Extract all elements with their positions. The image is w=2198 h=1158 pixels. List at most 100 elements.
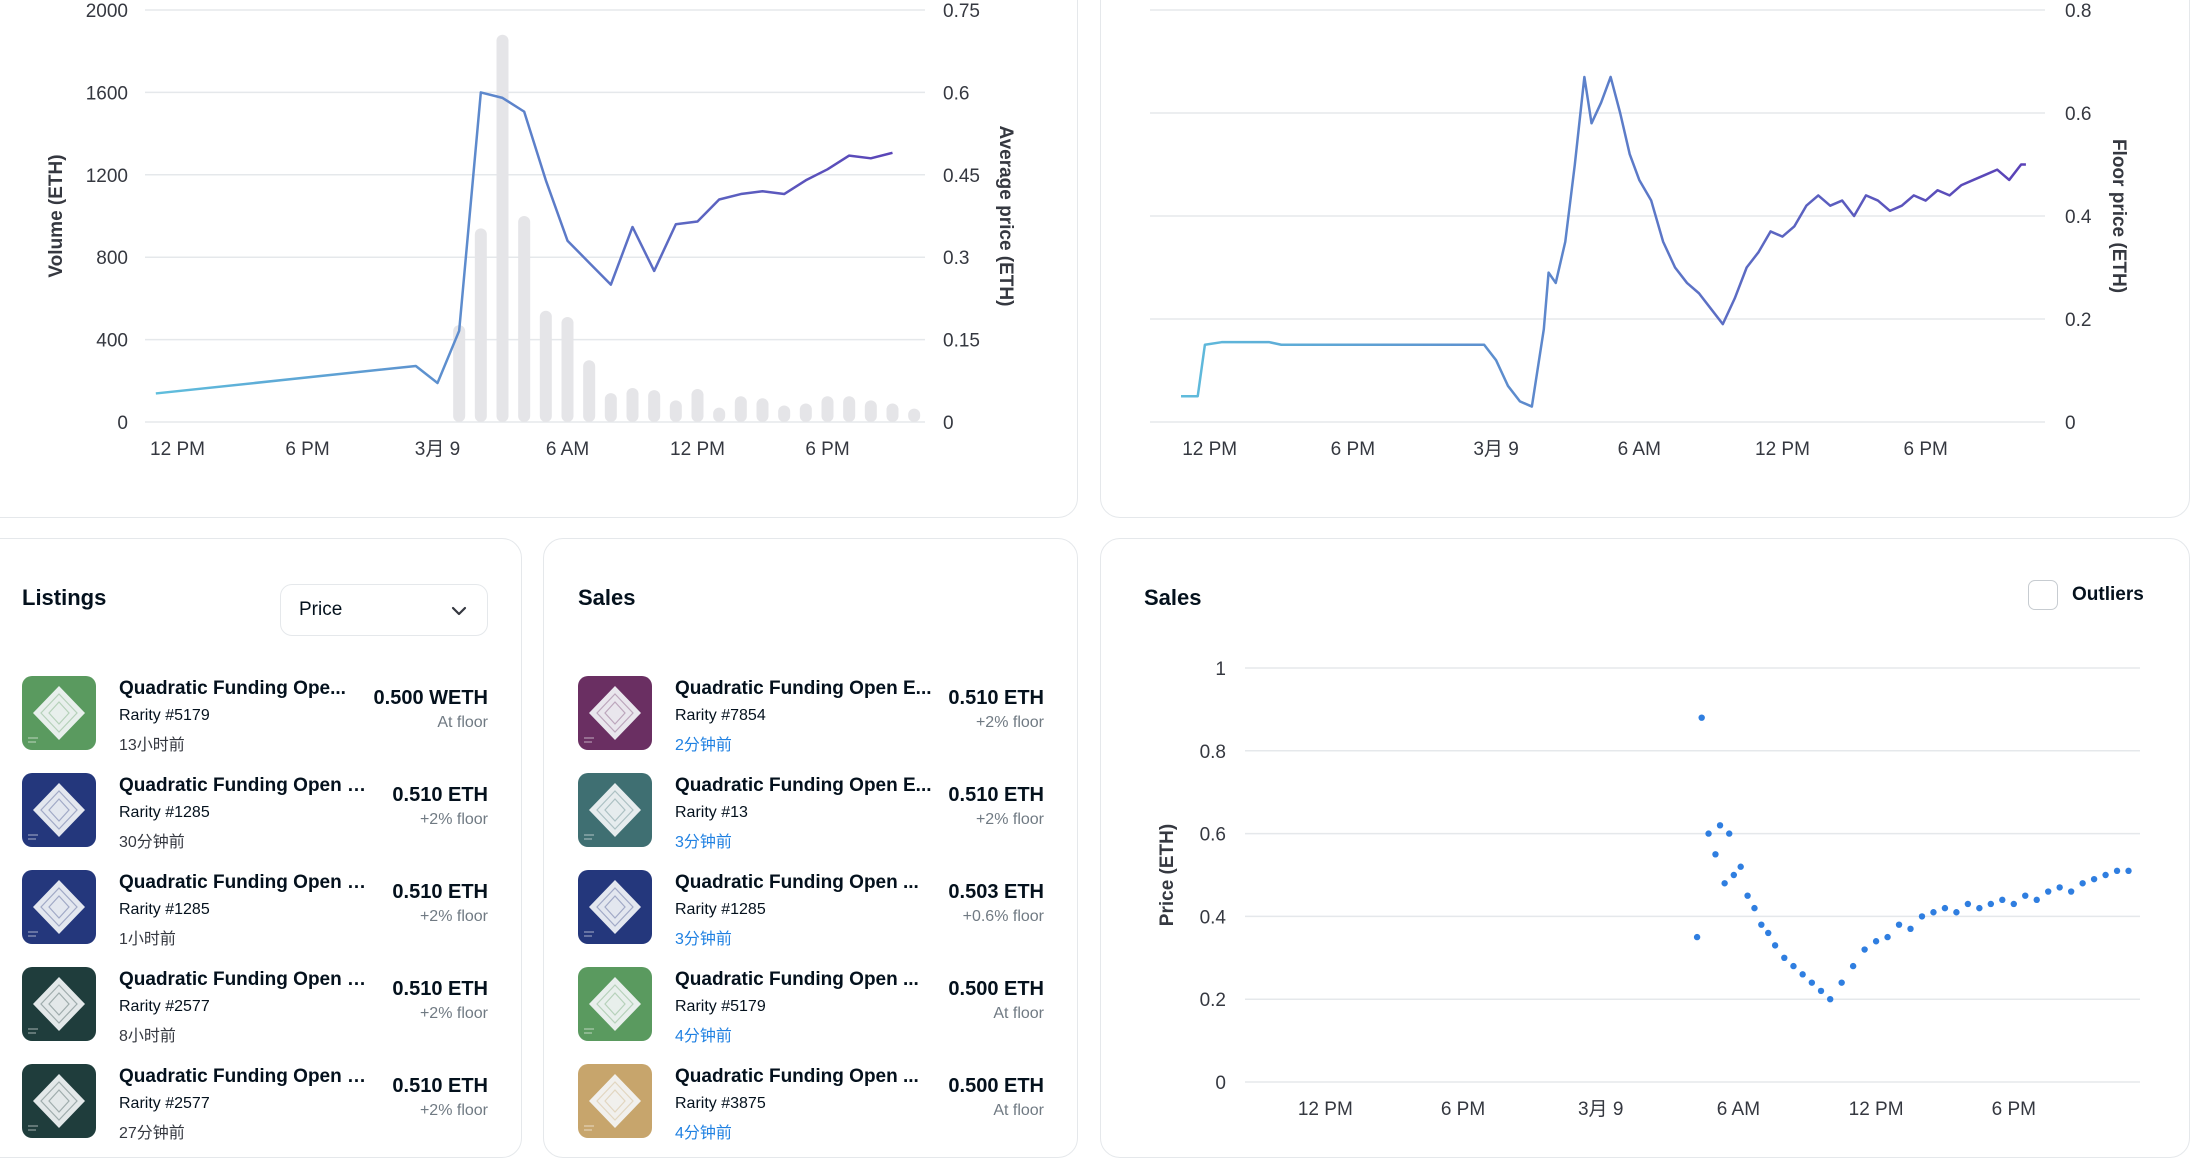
item-floor-diff: At floor bbox=[993, 1102, 1044, 1119]
nft-thumbnail-art bbox=[22, 773, 96, 847]
nft-thumbnail[interactable] bbox=[22, 1064, 96, 1138]
sale-item[interactable]: Quadratic Funding Open E... Rarity #13 3分钟… bbox=[578, 765, 1044, 851]
sale-point bbox=[1987, 900, 1995, 908]
volume-bar bbox=[474, 228, 487, 422]
item-time: 4分钟前 bbox=[675, 1028, 732, 1045]
nft-thumbnail[interactable] bbox=[22, 967, 96, 1041]
item-rarity: Rarity #1285 bbox=[119, 901, 210, 918]
sales-card bbox=[543, 538, 1078, 1158]
sale-point bbox=[1826, 996, 1834, 1003]
x-tick-label: 3月 9 bbox=[1473, 439, 1518, 460]
item-time: 27分钟前 bbox=[119, 1125, 185, 1142]
item-floor-diff: At floor bbox=[437, 714, 488, 731]
x-tick-label: 3月 9 bbox=[1578, 1099, 1623, 1120]
item-name[interactable]: Quadratic Funding Open ... bbox=[675, 969, 919, 990]
floor-price-chart[interactable]: 0.8 0.6 0.4 0.2 0 12 PM 6 PM 3月 9 6 AM 12 PM 6 PM F… bbox=[1100, 0, 2198, 520]
item-price: 0.510 ETH bbox=[392, 881, 488, 903]
item-name[interactable]: Quadratic Funding Open ... bbox=[675, 872, 919, 893]
sale-point bbox=[1976, 904, 1983, 912]
x-tick-label: 12 PM bbox=[1182, 439, 1237, 460]
listing-item[interactable]: Quadratic Funding Open E... Rarity #2577 2… bbox=[22, 1056, 488, 1142]
y2-axis-label: Average price (ETH) bbox=[995, 126, 1016, 307]
item-rarity: Rarity #5179 bbox=[119, 707, 210, 724]
nft-thumbnail[interactable] bbox=[22, 773, 96, 847]
item-rarity: Rarity #1285 bbox=[119, 804, 210, 821]
y-tick-label: 800 bbox=[96, 248, 128, 269]
listing-item[interactable]: Quadratic Funding Ope... Rarity #5179 13小时… bbox=[22, 668, 488, 754]
item-name[interactable]: Quadratic Funding Open E... bbox=[119, 1066, 374, 1087]
sale-point bbox=[2022, 892, 2029, 899]
item-name[interactable]: Quadratic Funding Open E... bbox=[119, 872, 374, 893]
listing-item[interactable]: Quadratic Funding Open E... Rarity #1285 3… bbox=[22, 765, 488, 851]
sale-point bbox=[1751, 904, 1758, 912]
listing-item[interactable]: Quadratic Funding Open E... Rarity #2577 8… bbox=[22, 959, 488, 1045]
y2-tick-label: 0 bbox=[943, 413, 954, 434]
sale-point bbox=[1930, 909, 1937, 916]
sale-point bbox=[1918, 913, 1926, 920]
sort-select[interactable]: Price bbox=[280, 584, 488, 636]
volume-bar bbox=[453, 325, 466, 422]
item-rarity: Rarity #5179 bbox=[675, 998, 766, 1015]
item-price: 0.510 ETH bbox=[392, 1075, 488, 1097]
outliers-toggle[interactable]: Outliers bbox=[2028, 580, 2144, 610]
item-name[interactable]: Quadratic Funding Ope... bbox=[119, 678, 346, 699]
item-rarity: Rarity #7854 bbox=[675, 707, 766, 724]
nft-thumbnail[interactable] bbox=[578, 773, 652, 847]
y2-tick-label: 0.75 bbox=[943, 1, 980, 22]
item-rarity: Rarity #2577 bbox=[119, 1095, 210, 1112]
floor-price-line bbox=[1181, 75, 2026, 408]
item-time: 2分钟前 bbox=[675, 737, 732, 754]
item-rarity: Rarity #2577 bbox=[119, 998, 210, 1015]
sale-point bbox=[1861, 946, 1868, 953]
volume-bar bbox=[604, 393, 617, 422]
nft-thumbnail[interactable] bbox=[578, 1064, 652, 1138]
volume-chart-card bbox=[0, 0, 1078, 518]
y2-tick-label: 0.2 bbox=[2065, 310, 2091, 331]
y-tick-label: 0 bbox=[117, 413, 128, 434]
nft-thumbnail[interactable] bbox=[578, 676, 652, 750]
item-price: 0.500 ETH bbox=[948, 1075, 1044, 1097]
nft-thumbnail[interactable] bbox=[578, 870, 652, 944]
y-tick-label: 1600 bbox=[86, 83, 128, 104]
x-tick-label: 6 PM bbox=[1331, 439, 1375, 460]
sale-point bbox=[2090, 875, 2098, 883]
item-name[interactable]: Quadratic Funding Open ... bbox=[675, 1066, 919, 1087]
sale-point bbox=[1808, 979, 1816, 986]
sale-item[interactable]: Quadratic Funding Open E... Rarity #7854 2… bbox=[578, 668, 1044, 754]
nft-thumbnail[interactable] bbox=[22, 870, 96, 944]
y2-tick-label: 0.6 bbox=[943, 83, 969, 104]
sale-item[interactable]: Quadratic Funding Open ... Rarity #3875 4分… bbox=[578, 1056, 1044, 1142]
outliers-checkbox[interactable] bbox=[2028, 580, 2058, 610]
volume-price-chart[interactable]: 2000 1600 1200 800 400 0 0.75 0.6 0.45 0.3 0.15 0 12… bbox=[0, 0, 1080, 520]
item-floor-diff: At floor bbox=[993, 1005, 1044, 1022]
item-time: 30分钟前 bbox=[119, 834, 185, 851]
nft-thumbnail-art bbox=[578, 676, 652, 750]
item-price: 0.500 WETH bbox=[373, 687, 488, 709]
x-tick-label: 6 PM bbox=[1441, 1099, 1485, 1120]
item-name[interactable]: Quadratic Funding Open E... bbox=[119, 969, 374, 990]
x-tick-label: 12 PM bbox=[670, 439, 725, 460]
sale-item[interactable]: Quadratic Funding Open ... Rarity #5179 4分… bbox=[578, 959, 1044, 1045]
nft-thumbnail[interactable] bbox=[22, 676, 96, 750]
chevron-down-icon bbox=[451, 606, 467, 616]
item-price: 0.510 ETH bbox=[948, 687, 1044, 709]
sale-point bbox=[2102, 871, 2109, 879]
sales-scatter-chart[interactable]: 1 0.8 0.6 0.4 0.2 0 12 PM 6 PM 3月 9 6 AM 12 PM 6 PM… bbox=[1100, 530, 2198, 1130]
nft-thumbnail-art bbox=[22, 676, 96, 750]
item-floor-diff: +0.6% floor bbox=[962, 908, 1044, 925]
item-price: 0.510 ETH bbox=[948, 784, 1044, 806]
volume-bar bbox=[821, 396, 834, 422]
sale-item[interactable]: Quadratic Funding Open ... Rarity #1285 3分… bbox=[578, 862, 1044, 948]
item-name[interactable]: Quadratic Funding Open E... bbox=[119, 775, 374, 796]
sale-point bbox=[1726, 830, 1733, 837]
sale-point bbox=[1872, 938, 1880, 945]
item-name[interactable]: Quadratic Funding Open E... bbox=[675, 678, 932, 699]
listing-item[interactable]: Quadratic Funding Open E... Rarity #1285 1… bbox=[22, 862, 488, 948]
item-name[interactable]: Quadratic Funding Open E... bbox=[675, 775, 932, 796]
item-rarity: Rarity #3875 bbox=[675, 1095, 766, 1112]
x-tick-label: 6 AM bbox=[1618, 439, 1661, 460]
item-time: 8小时前 bbox=[119, 1028, 176, 1045]
y-tick-label: 0.8 bbox=[1200, 742, 1226, 763]
y-tick-label: 0.2 bbox=[1200, 990, 1226, 1011]
nft-thumbnail[interactable] bbox=[578, 967, 652, 1041]
